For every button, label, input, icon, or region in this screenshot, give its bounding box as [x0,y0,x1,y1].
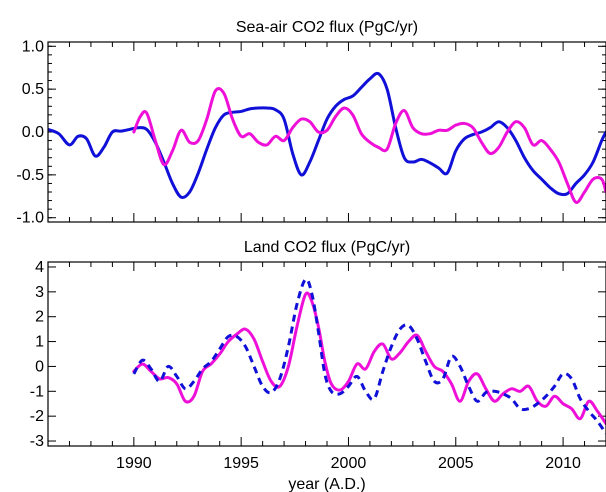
land-title: Land CO2 flux (PgC/yr) [244,239,410,256]
series-line-2 [132,87,606,204]
x-axis-label: year (A.D.) [288,476,365,492]
series-line-2 [132,277,606,435]
y-tick-label: -3 [30,433,44,450]
sea-air-frame [47,41,606,223]
y-tick-label: 1.0 [22,38,44,55]
y-tick-label: -0.5 [16,167,44,184]
series-line-1 [132,291,606,426]
x-tick-label: 2000 [331,455,367,472]
sea-air-title: Sea-air CO2 flux (PgC/yr) [236,19,418,36]
y-tick-label: -2 [30,408,44,425]
y-tick-label: 3 [35,284,44,301]
x-tick-label: 1990 [116,455,152,472]
series-line-1 [48,71,606,200]
y-tick-label: 0.0 [22,124,44,141]
x-tick-label: 1995 [223,455,259,472]
land-series [132,277,606,435]
sea-air-y-axis: 1.0 0.5 0.0 -0.5 -1.0 [16,38,606,227]
sea-air-panel: Sea-air CO2 flux (PgC/yr) 1.0 0.5 0.0 -0.5 -… [16,19,606,227]
sea-air-series [48,71,606,204]
y-tick-label: 0 [35,358,44,375]
y-tick-label: 4 [35,259,44,276]
y-tick-label: 0.5 [22,81,44,98]
sea-air-x-axis [47,42,606,222]
land-frame [47,261,606,447]
y-tick-label: -1.0 [16,210,44,227]
x-tick-label: 2005 [438,455,474,472]
y-tick-label: 1 [35,334,44,351]
y-tick-label: -1 [30,383,44,400]
x-tick-label: 2010 [545,455,581,472]
y-tick-label: 2 [35,309,44,326]
land-x-axis: 1990 1995 2000 2005 2010 [47,262,606,472]
land-y-axis: 4 3 2 1 0 -1 -2 -3 [30,259,606,450]
